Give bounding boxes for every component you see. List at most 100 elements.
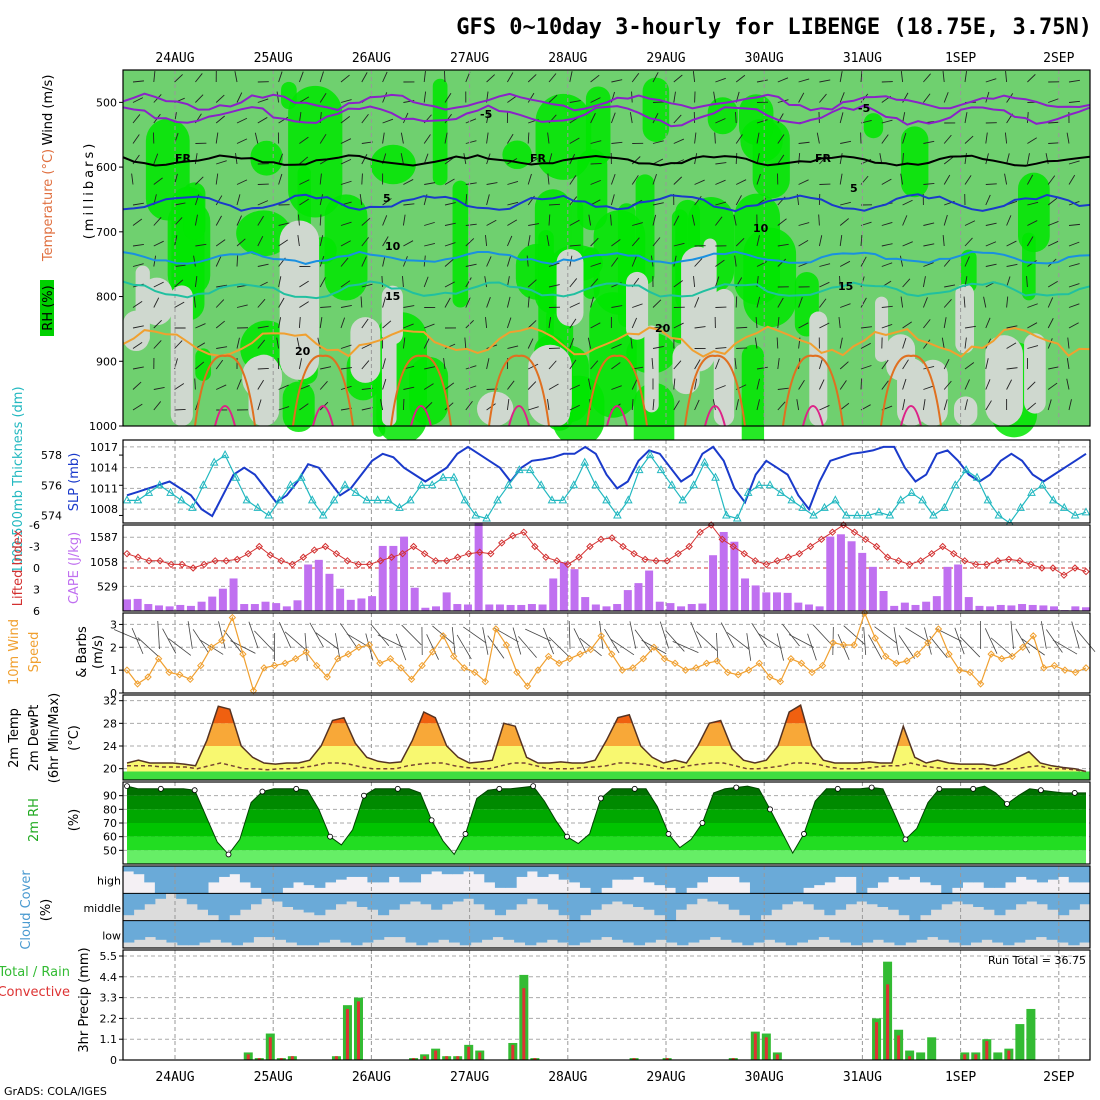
wind-barb [590, 112, 596, 124]
hot-contour [802, 405, 824, 427]
wind-barb [860, 297, 867, 308]
run-total: Run Total = 36.75 [988, 954, 1086, 967]
rh-patch-bright [432, 78, 448, 186]
wind-barb [278, 71, 283, 83]
wind-barb [652, 113, 659, 124]
cloud-cell [1004, 866, 1017, 883]
wind-barb [902, 241, 913, 247]
cloud-cell [813, 866, 825, 886]
cloud-level-label: low [102, 929, 121, 942]
wind-barb [382, 236, 389, 247]
cape-bar [1050, 606, 1059, 611]
wind-barb [195, 176, 204, 185]
cape-bar [485, 604, 494, 611]
warm-contour [390, 354, 452, 427]
cloud-cell [557, 920, 569, 943]
wind-barb [486, 219, 497, 226]
tick-label: 1.1 [100, 1033, 118, 1046]
precip-bar-convective [753, 1033, 757, 1060]
wind-barb [839, 153, 843, 165]
wind-barb [860, 365, 872, 370]
wind-speed-marker [1019, 643, 1027, 651]
cloud-cell [909, 893, 921, 921]
cape-bar [602, 606, 611, 611]
cloud-cell [275, 920, 287, 940]
cape-bar [538, 604, 547, 611]
thickness-marker [166, 487, 175, 496]
precip-bar-total [993, 1052, 1003, 1060]
thickness-marker [743, 487, 753, 496]
cape-bar [240, 604, 249, 611]
cloud-cell [296, 920, 309, 946]
cloud-cell [774, 920, 787, 943]
lifted-index-marker [1038, 564, 1046, 572]
wind-barb-10m [936, 628, 962, 642]
contour-label: 15 [838, 280, 853, 293]
wind-barb-10m [604, 628, 620, 654]
wind-barb [632, 222, 643, 226]
lifted-index-marker [674, 549, 682, 558]
cloud-cell [742, 920, 754, 946]
wind-barb-10m [315, 632, 339, 650]
lifted-index-marker [321, 542, 330, 551]
rh-marker [1004, 800, 1010, 807]
wind-speed-marker [818, 661, 827, 670]
hot-contour [900, 405, 922, 427]
wind-barb-10m [1071, 621, 1080, 649]
rh-marker [970, 785, 977, 792]
wind-barb [424, 221, 435, 226]
rh-marker [902, 836, 909, 843]
cloud-cell [176, 893, 188, 899]
lifted-index-marker [431, 557, 440, 565]
wind-barb [257, 200, 269, 206]
wind-barb [777, 387, 789, 390]
wind-barb [444, 281, 455, 288]
cloud-cell [514, 920, 526, 943]
cape-bar [559, 562, 568, 611]
thickness-marker [384, 495, 393, 504]
cloud-cell [970, 920, 982, 943]
lifted-index-marker [707, 521, 715, 529]
wind-barb [590, 140, 602, 144]
cloud-cell [525, 920, 537, 946]
wind-barb-10m [837, 634, 850, 660]
cloud-cell [548, 893, 560, 910]
precip-bar-convective [974, 1054, 978, 1060]
cloud-cell [307, 920, 320, 946]
wind-barb [881, 134, 889, 144]
cape-bar [900, 602, 909, 611]
cloud-cell [803, 866, 815, 888]
cloud-cell [994, 893, 1006, 916]
wind-barb-10m [512, 627, 522, 655]
wind-barb [963, 296, 966, 308]
lifted-index-marker [696, 528, 704, 536]
cloud-cell [1036, 893, 1048, 905]
cape-bar [495, 604, 504, 611]
cloud-cell [394, 920, 406, 938]
cloud-cell [1079, 893, 1091, 905]
lifted-index-marker [938, 542, 947, 551]
wind-10m-speed-series [123, 609, 1090, 695]
wind-barb [900, 173, 904, 185]
cloud-cell [324, 866, 337, 883]
warm-contour [782, 354, 844, 427]
wind-barb [195, 243, 207, 247]
wind-barb [798, 179, 809, 185]
tick-label: 20 [103, 763, 117, 776]
wind-barb [319, 71, 324, 83]
wind-barb [132, 366, 144, 370]
rh-patch-light [170, 285, 193, 426]
tick-label: 24 [103, 740, 117, 753]
cloud-cell [526, 893, 538, 899]
cloud-cell [516, 866, 528, 877]
wind-barb [1066, 378, 1070, 390]
wind-barb [547, 132, 550, 144]
wind-barb [881, 178, 892, 185]
wind-barb [899, 255, 904, 267]
wind-barb [1068, 263, 1080, 267]
wind-barb [236, 194, 241, 206]
panel-frame [122, 949, 1091, 1061]
contour-label: 5 [850, 182, 858, 195]
cloud-cell [459, 920, 472, 946]
cloud-cell [590, 866, 602, 894]
